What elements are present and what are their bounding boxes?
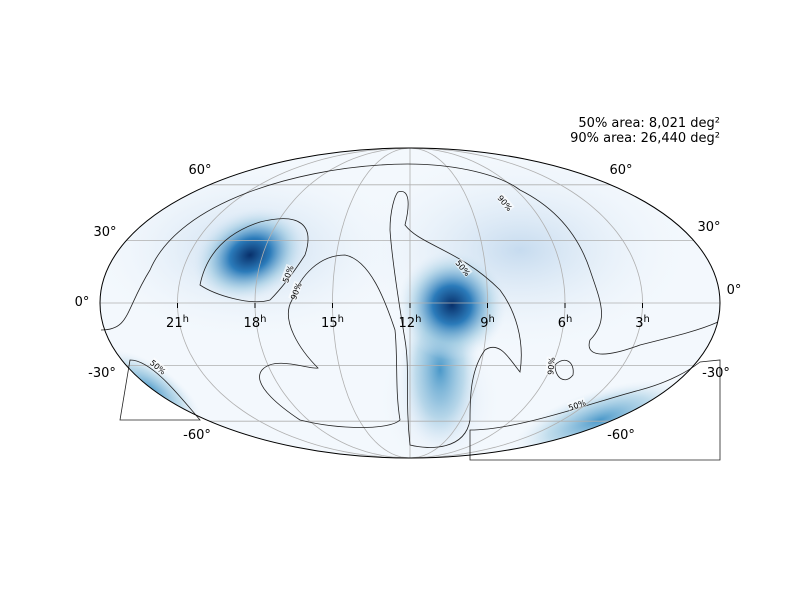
contour-label-bg [454,257,473,278]
ra-label: 12h [399,314,422,331]
ra-hours: 6 [558,316,566,331]
area-50: 50% area: 8,021 deg² [578,116,720,131]
ra-label: 6h [558,314,573,331]
ra-label: 9h [480,314,495,331]
ra-unit: h [183,314,189,325]
ra-unit: h [415,314,421,325]
map-frame [99,147,721,459]
ra-hours: 12 [399,316,416,331]
dec-label-left: 60° [188,163,211,178]
dec-label-right: -30° [702,366,730,381]
ra-label: 18h [244,314,267,331]
dec-label-left: 0° [75,295,90,310]
dec-label-right: 30° [697,220,720,235]
ra-hours: 15 [321,316,338,331]
ra-unit: h [260,314,266,325]
contour-label: 90% [546,356,557,375]
contour-label-bg [566,397,587,412]
ra-hours: 18 [244,316,261,331]
ra-hours: 21 [166,316,183,331]
ra-label: 21h [166,314,189,331]
dec-label-right: -60° [607,428,635,443]
ra-unit: h [643,314,649,325]
area-90: 90% area: 26,440 deg² [570,131,720,146]
ra-label: 15h [321,314,344,331]
contour-label-bg [545,356,556,376]
dec-label-left: -30° [88,366,116,381]
ra-unit: h [488,314,494,325]
dec-label-left: 30° [93,225,116,240]
dec-label-left: -60° [183,428,211,443]
dec-label-right: 60° [609,163,632,178]
ra-hours: 9 [480,316,488,331]
ra-hours: 3 [635,316,643,331]
contour-label-bg [280,263,295,284]
ra-unit: h [338,314,344,325]
ra-label: 3h [635,314,650,331]
contour-label-bg [288,280,303,301]
contour-label-bg [148,357,169,376]
contours [100,163,721,461]
ra-unit: h [566,314,572,325]
contour-label-bg [496,192,515,213]
dec-label-right: 0° [727,283,742,298]
